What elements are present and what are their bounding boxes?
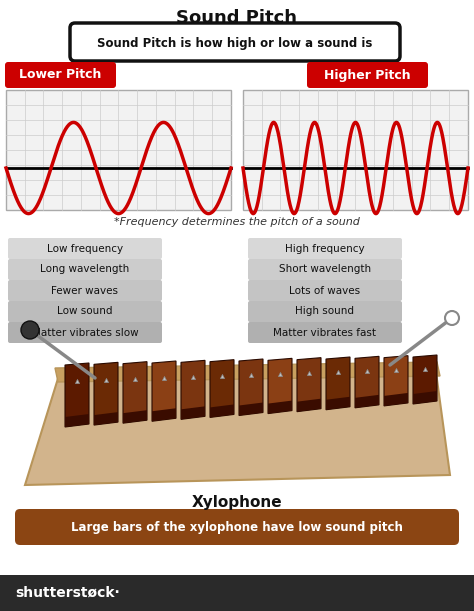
Polygon shape	[25, 365, 450, 485]
FancyBboxPatch shape	[70, 23, 400, 61]
Polygon shape	[239, 403, 263, 415]
FancyBboxPatch shape	[248, 301, 402, 322]
FancyBboxPatch shape	[8, 238, 162, 259]
Polygon shape	[326, 397, 350, 410]
Bar	[243, 90, 468, 210]
FancyBboxPatch shape	[15, 509, 459, 545]
Polygon shape	[123, 410, 147, 423]
Polygon shape	[55, 362, 440, 382]
FancyBboxPatch shape	[8, 259, 162, 280]
Text: Xylophone: Xylophone	[191, 494, 283, 510]
Circle shape	[21, 321, 39, 339]
Polygon shape	[181, 360, 205, 419]
Polygon shape	[326, 357, 350, 410]
Polygon shape	[94, 412, 118, 425]
Polygon shape	[65, 414, 89, 427]
Polygon shape	[65, 363, 89, 427]
FancyBboxPatch shape	[248, 259, 402, 280]
Polygon shape	[123, 362, 147, 423]
FancyBboxPatch shape	[8, 280, 162, 301]
Circle shape	[445, 311, 459, 325]
Polygon shape	[239, 359, 263, 415]
FancyBboxPatch shape	[5, 62, 116, 88]
Polygon shape	[210, 404, 234, 417]
Text: Large bars of the xylophone have low sound pitch: Large bars of the xylophone have low sou…	[71, 521, 403, 533]
Polygon shape	[181, 406, 205, 419]
Text: Low frequency: Low frequency	[47, 244, 123, 254]
FancyBboxPatch shape	[248, 238, 402, 259]
Text: Fewer waves: Fewer waves	[52, 285, 118, 296]
FancyBboxPatch shape	[248, 322, 402, 343]
FancyBboxPatch shape	[307, 62, 428, 88]
FancyBboxPatch shape	[248, 280, 402, 301]
Polygon shape	[268, 358, 292, 414]
Polygon shape	[297, 357, 321, 412]
Bar	[6, 90, 231, 210]
Polygon shape	[297, 398, 321, 412]
Text: Long wavelength: Long wavelength	[40, 265, 129, 274]
Polygon shape	[152, 408, 176, 421]
FancyBboxPatch shape	[8, 301, 162, 322]
Text: High frequency: High frequency	[285, 244, 365, 254]
Text: Low sound: Low sound	[57, 307, 113, 316]
Bar	[0, 575, 474, 611]
Text: Lower Pitch: Lower Pitch	[19, 68, 101, 81]
Polygon shape	[413, 355, 437, 404]
Text: High sound: High sound	[295, 307, 355, 316]
Polygon shape	[413, 391, 437, 404]
Text: Sound Pitch: Sound Pitch	[176, 9, 298, 27]
FancyBboxPatch shape	[8, 322, 162, 343]
Text: shutterstøck·: shutterstøck·	[15, 586, 120, 600]
Text: Matter vibrates slow: Matter vibrates slow	[32, 327, 138, 337]
Polygon shape	[152, 361, 176, 421]
Polygon shape	[384, 356, 408, 406]
Text: Matter vibrates fast: Matter vibrates fast	[273, 327, 376, 337]
Text: *Frequency determines the pitch of a sound: *Frequency determines the pitch of a sou…	[114, 217, 360, 227]
Text: Higher Pitch: Higher Pitch	[324, 68, 410, 81]
Polygon shape	[268, 401, 292, 414]
Text: Sound Pitch is how high or low a sound is: Sound Pitch is how high or low a sound i…	[97, 37, 373, 49]
Polygon shape	[355, 395, 379, 408]
Polygon shape	[94, 362, 118, 425]
Text: Short wavelength: Short wavelength	[279, 265, 371, 274]
Polygon shape	[384, 393, 408, 406]
Polygon shape	[355, 356, 379, 408]
Text: Lots of waves: Lots of waves	[290, 285, 361, 296]
Polygon shape	[210, 360, 234, 417]
